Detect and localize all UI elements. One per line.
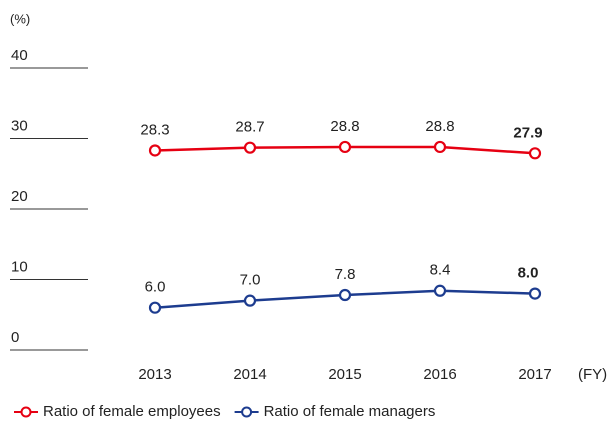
data-label: 8.0: [518, 265, 539, 282]
y-tick-label: 30: [11, 117, 28, 134]
data-label: 7.8: [335, 266, 356, 283]
data-label: 8.4: [430, 262, 451, 279]
legend-marker: [20, 406, 32, 418]
point: [148, 301, 162, 314]
x-tick-label: 2017: [518, 366, 551, 383]
point: [243, 141, 257, 154]
y-tick-label: 40: [11, 47, 28, 64]
y-tick-label: 0: [11, 329, 19, 346]
point: [528, 287, 542, 300]
legend-label: Ratio of female managers: [264, 403, 436, 420]
x-tick-label: 2014: [233, 366, 266, 383]
data-label: 28.8: [425, 118, 454, 135]
x-tick-label: 2016: [423, 366, 456, 383]
y-axis-label: (%): [10, 11, 30, 26]
y-tick-label: 10: [11, 258, 28, 275]
data-label: 7.0: [240, 272, 261, 289]
point: [243, 294, 257, 307]
point: [338, 140, 352, 154]
legend-label: Ratio of female employees: [43, 403, 221, 420]
legend-marker: [241, 406, 253, 418]
data-label: 6.0: [145, 279, 166, 296]
data-label: 28.8: [330, 118, 359, 135]
point: [338, 288, 352, 302]
data-label: 28.7: [235, 119, 264, 136]
point: [433, 140, 447, 154]
data-label: 27.9: [513, 124, 542, 141]
x-tick-label: 2015: [328, 366, 361, 383]
x-axis-label: (FY): [578, 366, 607, 383]
point: [528, 147, 542, 160]
y-tick-label: 20: [11, 188, 28, 205]
point: [148, 144, 162, 157]
point: [433, 284, 447, 297]
x-tick-label: 2013: [138, 366, 171, 383]
data-label: 28.3: [140, 121, 169, 138]
